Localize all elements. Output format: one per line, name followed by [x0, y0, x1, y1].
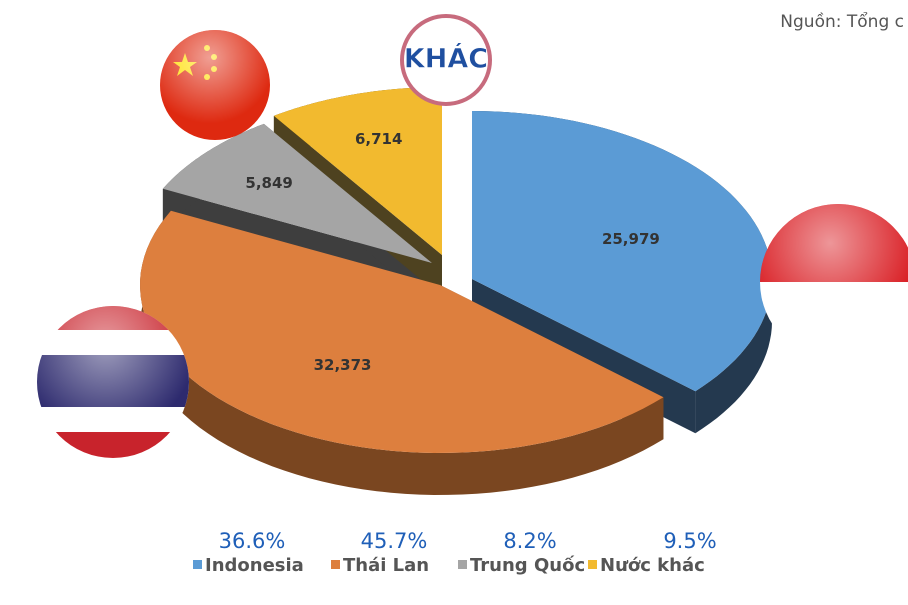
slice [273, 87, 442, 255]
legend-label: Indonesia [205, 555, 304, 576]
legend-swatch [193, 560, 202, 569]
value-label: 32,373 [314, 356, 372, 374]
indonesia-flag [760, 204, 908, 360]
legend-label: Trung Quốc [470, 555, 585, 576]
legend-swatch [458, 560, 467, 569]
value-label: 5,849 [245, 174, 292, 192]
percent-label: 36.6% [219, 529, 286, 553]
percent-label: 9.5% [663, 529, 716, 553]
legend-label: Nước khác [600, 555, 705, 576]
value-label: 6,714 [355, 130, 402, 148]
other-badge: KHÁC [400, 14, 492, 106]
percent-label: 8.2% [503, 529, 556, 553]
legend: 36.6%Indonesia 45.7%Thái Lan 8.2%Trung Quố… [193, 529, 717, 576]
value-label: 25,979 [602, 230, 660, 248]
slice [472, 111, 772, 392]
slice [140, 210, 664, 453]
slice [162, 123, 432, 264]
china-flag [160, 30, 270, 140]
legend-swatch [588, 560, 597, 569]
percent-label: 45.7% [361, 529, 428, 553]
slice-side [140, 210, 664, 496]
legend-label: Thái Lan [343, 555, 429, 576]
pie: 25,979 32,373 5,849 6,714 [140, 87, 772, 496]
badge-text: KHÁC [404, 43, 488, 75]
source-note: Nguồn: Tổng c [780, 11, 904, 32]
legend-swatch [331, 560, 340, 569]
